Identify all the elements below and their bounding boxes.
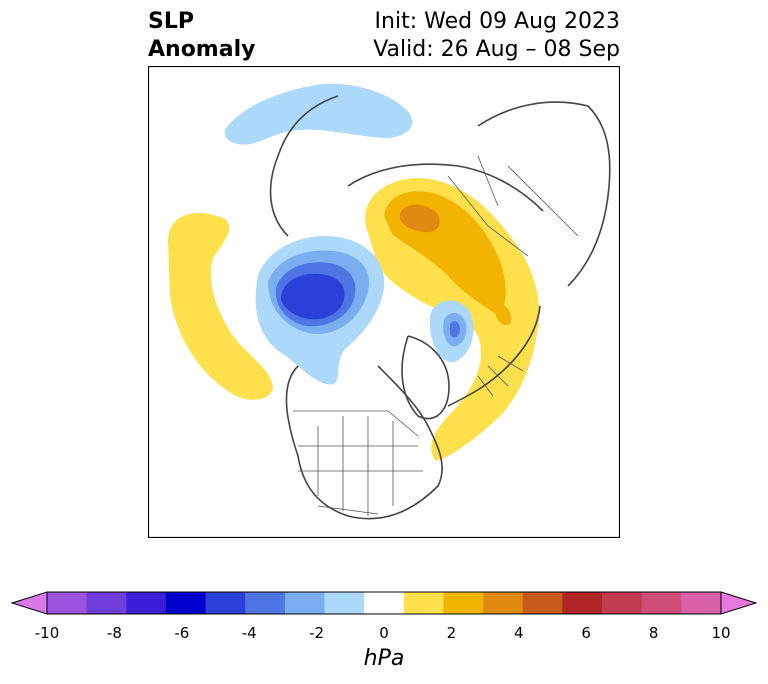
negative-anomaly-canada-core: [280, 273, 345, 320]
coastline-asia: [477, 101, 611, 287]
colorbar-tick-label: 4: [514, 624, 524, 642]
negative-anomaly-north: [224, 83, 413, 145]
init-date: Init: Wed 09 Aug 2023: [374, 9, 620, 34]
colorbar-segment: [165, 592, 207, 614]
colorbar-tick-label: 2: [446, 624, 457, 642]
map-title: SLP Anomaly: [148, 8, 255, 64]
title-variable: SLP: [148, 9, 194, 34]
colorbar-segments: [10, 591, 758, 615]
colorbar-tick-label: 6: [581, 624, 591, 642]
colorbar-segment: [86, 592, 127, 614]
coastlines: [269, 95, 611, 520]
colorbar-segment: [324, 592, 365, 614]
colorbar-segment: [364, 592, 405, 614]
colorbar-segment: [443, 592, 484, 614]
colorbar-extend-min: [10, 591, 48, 615]
colorbar-tick-label: 10: [711, 624, 731, 642]
colorbar-segment: [205, 592, 246, 614]
colorbar-tick-label: 0: [379, 624, 389, 642]
border-canada-us: [293, 410, 419, 437]
coastline-greenland: [401, 335, 450, 420]
colorbar-tick-label: 8: [648, 624, 659, 642]
borders-russia: [447, 155, 579, 257]
colorbar-segment: [641, 592, 682, 614]
colorbar-segment: [245, 592, 286, 614]
colorbar-segment: [126, 592, 167, 614]
borders-europe: [477, 355, 524, 397]
positive-anomaly-eurasia-center: [399, 204, 440, 233]
colorbar: [10, 591, 758, 615]
colorbar-segment: [47, 592, 88, 614]
borders-us-states: [298, 416, 423, 516]
colorbar-tick-label: -10: [34, 624, 60, 642]
colorbar-tick-label: -2: [309, 624, 325, 642]
colorbar-extend-max: [720, 591, 758, 615]
colorbar-segment: [562, 592, 603, 614]
coastline-eurasia-north: [347, 163, 544, 212]
coastline-alaska: [269, 95, 339, 237]
colorbar-segment: [403, 592, 444, 614]
coastline-north-america: [285, 365, 443, 520]
map-background: [148, 66, 620, 538]
colorbar-segment: [284, 592, 326, 614]
colorbar-segment: [681, 592, 722, 614]
colorbar-tick-label: -6: [174, 624, 190, 642]
colorbar-outline: [46, 591, 722, 615]
positive-anomaly-eurasia: [365, 178, 540, 461]
colorbar-tick-label: -4: [241, 624, 257, 642]
forecast-dates: Init: Wed 09 Aug 2023 Valid: 26 Aug – 08…: [373, 8, 620, 64]
colorbar-unit: hPa: [363, 646, 405, 671]
positive-anomaly-pacific: [168, 212, 273, 400]
coastline-europe: [447, 305, 541, 407]
negative-anomaly-arctic-core: [450, 321, 460, 338]
valid-range: Valid: 26 Aug – 08 Sep: [373, 37, 620, 62]
map-border: [148, 66, 620, 538]
borders: [293, 155, 579, 516]
title-anomaly: Anomaly: [148, 37, 256, 62]
positive-anomaly-orange-spot: [495, 303, 512, 325]
slp-anomaly-map: [148, 66, 620, 538]
colorbar-segment: [602, 592, 643, 614]
colorbar-segment: [483, 592, 524, 614]
colorbar-tick-label: -8: [106, 624, 122, 642]
colorbar-segment: [522, 592, 563, 614]
